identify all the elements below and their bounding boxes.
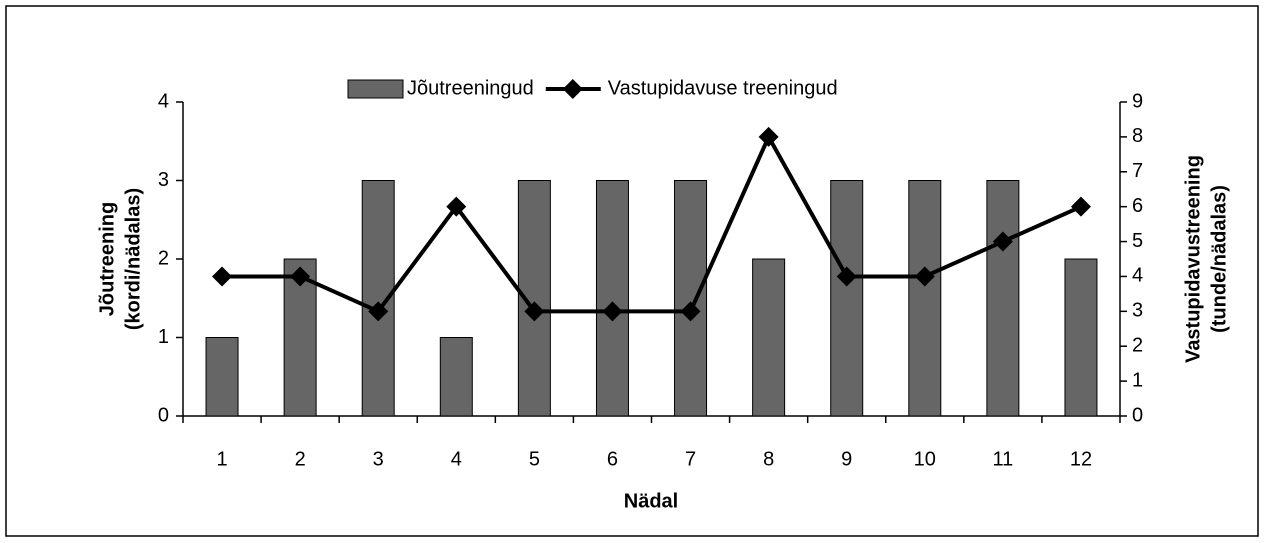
x-tick-label: 10: [914, 448, 936, 470]
x-tick-label: 5: [529, 448, 540, 470]
line-marker: [992, 231, 1013, 252]
x-tick-label: 7: [685, 448, 696, 470]
legend-swatch-marker: [562, 79, 583, 99]
line: [222, 134, 1082, 314]
bar: [595, 180, 629, 417]
y-tick-label: 4: [158, 90, 169, 112]
y2-tick-label: 9: [1132, 90, 1143, 112]
x-tick-label: 3: [373, 448, 384, 470]
bar: [752, 258, 786, 417]
y2-axis-label-line: Vastupidavustreening: [1182, 155, 1204, 363]
line-marker: [680, 301, 701, 322]
bar: [986, 180, 1020, 417]
x-tick-label: 4: [451, 448, 462, 470]
y2-axis-label: Vastupidavustreening (tunde/nädalas): [1182, 155, 1230, 363]
y-tick-label: 2: [158, 247, 169, 269]
y-axis-label-line: Jõutreening: [96, 202, 118, 316]
y-tick-label: 1: [158, 326, 169, 348]
x-tick-label: 8: [763, 448, 774, 470]
line-marker: [524, 301, 545, 322]
x-tick-label: 1: [216, 448, 227, 470]
line-marker: [836, 266, 857, 287]
legend-swatch: [347, 79, 404, 99]
y2-tick-label: 2: [1132, 335, 1143, 357]
bar: [674, 180, 708, 417]
line-marker: [368, 301, 389, 322]
legend-label: Jõutreeningud: [407, 77, 534, 99]
line-marker: [446, 196, 467, 217]
bar: [908, 180, 942, 417]
chart-border: [5, 5, 1259, 537]
y2-tick-label: 3: [1132, 300, 1143, 322]
x-tick-label: 11: [992, 448, 1013, 470]
x-tick-label: 9: [841, 448, 852, 470]
y2-axis-label-line: (tunde/nädalas): [1208, 185, 1230, 333]
y2-tick-label: 0: [1132, 404, 1143, 426]
bar: [830, 180, 864, 417]
y2-tick-label: 7: [1132, 160, 1143, 182]
bar: [205, 337, 239, 417]
legend-label: Vastupidavuse treeningud: [608, 77, 838, 99]
y2-tick-label: 4: [1132, 265, 1143, 287]
y-tick-label: 0: [158, 404, 169, 426]
line-marker: [290, 266, 311, 287]
x-axis-label: Nädal: [624, 490, 678, 512]
bar: [439, 337, 473, 417]
x-tick-label: 6: [607, 448, 618, 470]
line-marker: [758, 126, 779, 147]
y-axis-label-line: (kordi/nädalas): [122, 188, 144, 330]
line-marker: [914, 266, 935, 287]
line-marker: [212, 266, 233, 287]
y2-tick-label: 1: [1132, 369, 1143, 391]
y2-tick-label: 6: [1132, 195, 1143, 217]
y2-tick-label: 5: [1132, 230, 1143, 252]
x-tick-label: 12: [1070, 448, 1092, 470]
bar: [1064, 258, 1098, 417]
y-axis-label: Jõutreening (kordi/nädalas): [96, 188, 144, 330]
y2-tick-label: 8: [1132, 125, 1143, 147]
bar: [361, 180, 395, 417]
line-marker: [1070, 196, 1091, 217]
line-marker: [602, 301, 623, 322]
x-tick-label: 2: [295, 448, 306, 470]
y-tick-label: 3: [158, 169, 169, 191]
